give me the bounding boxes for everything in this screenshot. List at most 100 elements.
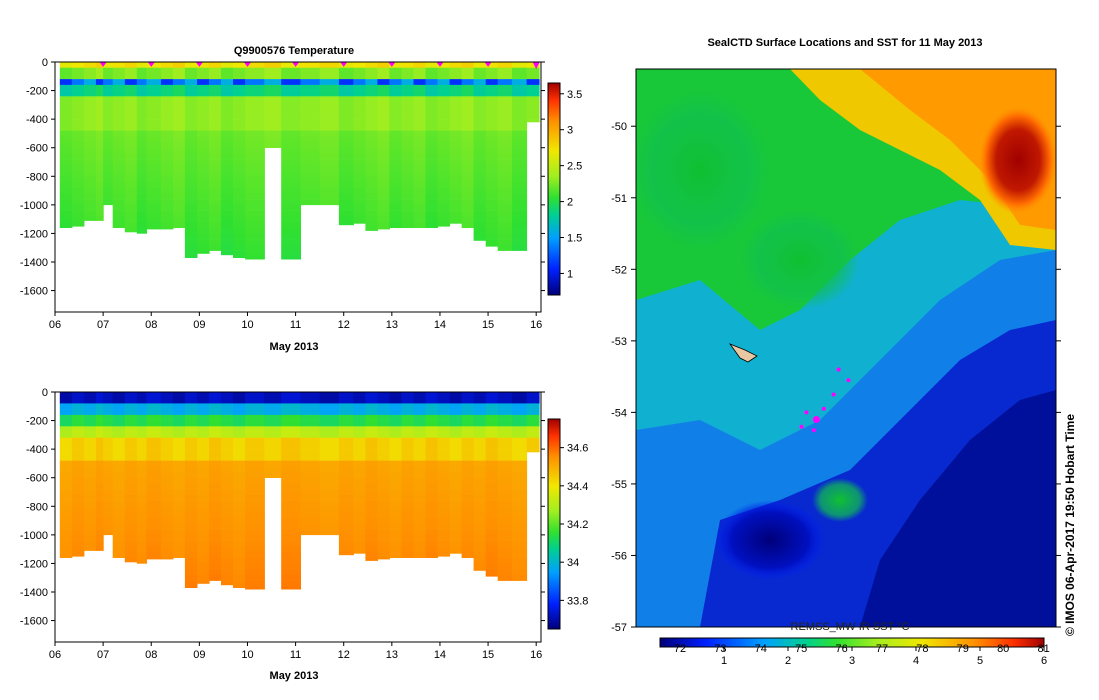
data-cell — [300, 489, 321, 496]
data-cell — [413, 546, 427, 553]
data-cell — [184, 239, 198, 246]
data-cell — [209, 500, 222, 507]
data-cell — [437, 204, 451, 211]
data-cell — [461, 96, 475, 103]
data-cell — [146, 540, 162, 547]
salinity-colorbar-ramp — [547, 418, 561, 630]
data-cell — [103, 159, 114, 166]
data-cell — [461, 73, 475, 80]
data-cell — [300, 494, 321, 501]
data-cell — [353, 142, 366, 148]
data-cell — [221, 147, 234, 154]
data-cell — [281, 84, 301, 91]
data-cell — [172, 204, 186, 211]
data-cell — [485, 534, 499, 541]
data-cell — [338, 107, 354, 114]
data-cell — [124, 523, 138, 530]
data-cell — [103, 523, 114, 530]
data-cell — [59, 426, 73, 433]
data-cell — [197, 79, 210, 86]
data-cell — [95, 193, 104, 200]
data-cell — [377, 506, 390, 513]
data-cell — [124, 142, 138, 148]
data-cell — [497, 529, 513, 536]
data-cell — [319, 73, 340, 80]
data-cell — [245, 569, 265, 576]
data-cell — [461, 170, 475, 177]
data-cell — [103, 494, 114, 501]
data-cell — [136, 176, 147, 183]
data-cell — [172, 119, 186, 126]
data-cell — [95, 432, 104, 438]
data-cell — [209, 170, 222, 177]
data-cell — [59, 517, 73, 524]
data-cell — [497, 67, 513, 74]
data-cell — [497, 84, 513, 91]
data-cell — [146, 506, 162, 513]
data-cell — [112, 187, 126, 194]
data-cell — [512, 403, 528, 410]
data-cell — [281, 62, 301, 68]
data-cell — [512, 79, 528, 86]
data-cell — [389, 193, 402, 200]
data-cell — [338, 222, 354, 226]
colorbar-tick-label: 2.5 — [567, 161, 582, 173]
data-cell — [95, 494, 104, 501]
data-cell — [184, 147, 198, 154]
data-cell — [95, 164, 104, 171]
data-cell — [146, 523, 162, 530]
data-cell — [59, 193, 73, 200]
data-cell — [281, 182, 301, 188]
data-cell — [221, 62, 234, 68]
data-cell — [425, 210, 439, 217]
data-cell — [197, 534, 210, 541]
data-cell — [146, 409, 162, 416]
data-cell — [112, 84, 126, 91]
data-cell — [71, 182, 85, 188]
data-cell — [512, 443, 528, 450]
data-cell — [281, 216, 301, 223]
data-cell — [377, 210, 390, 217]
data-cell — [103, 176, 114, 183]
data-cell — [112, 216, 126, 223]
data-cell — [425, 96, 439, 103]
data-cell — [473, 569, 487, 571]
data-cell — [172, 443, 186, 450]
data-cell — [71, 460, 85, 467]
data-cell — [449, 119, 463, 126]
data-cell — [233, 113, 246, 120]
data-cell — [184, 216, 198, 223]
data-cell — [233, 147, 246, 154]
data-cell — [233, 426, 246, 433]
data-cell — [512, 506, 528, 513]
data-cell — [95, 506, 104, 513]
data-cell — [473, 483, 487, 490]
data-cell — [112, 477, 126, 484]
data-cell — [497, 392, 513, 398]
data-cell — [83, 142, 97, 148]
data-cell — [353, 392, 366, 398]
data-cell — [526, 414, 540, 421]
data-cell — [319, 124, 340, 131]
data-cell — [512, 193, 528, 200]
data-cell — [245, 199, 265, 206]
data-cell — [95, 130, 104, 137]
data-cell — [245, 130, 265, 137]
data-cell — [146, 432, 162, 438]
data-cell — [485, 409, 499, 416]
data-cell — [377, 540, 390, 547]
data-cell — [461, 102, 475, 108]
data-cell — [197, 392, 210, 398]
y-tick-label: -800 — [26, 501, 48, 513]
data-cell — [112, 529, 126, 536]
data-cell — [172, 84, 186, 91]
data-cell — [83, 153, 97, 160]
data-cell — [146, 483, 162, 490]
data-cell — [437, 73, 451, 80]
data-cell — [95, 449, 104, 456]
data-cell — [233, 199, 246, 206]
data-cell — [300, 477, 321, 484]
data-cell — [338, 136, 354, 143]
data-cell — [83, 437, 97, 444]
data-cell — [449, 546, 463, 553]
